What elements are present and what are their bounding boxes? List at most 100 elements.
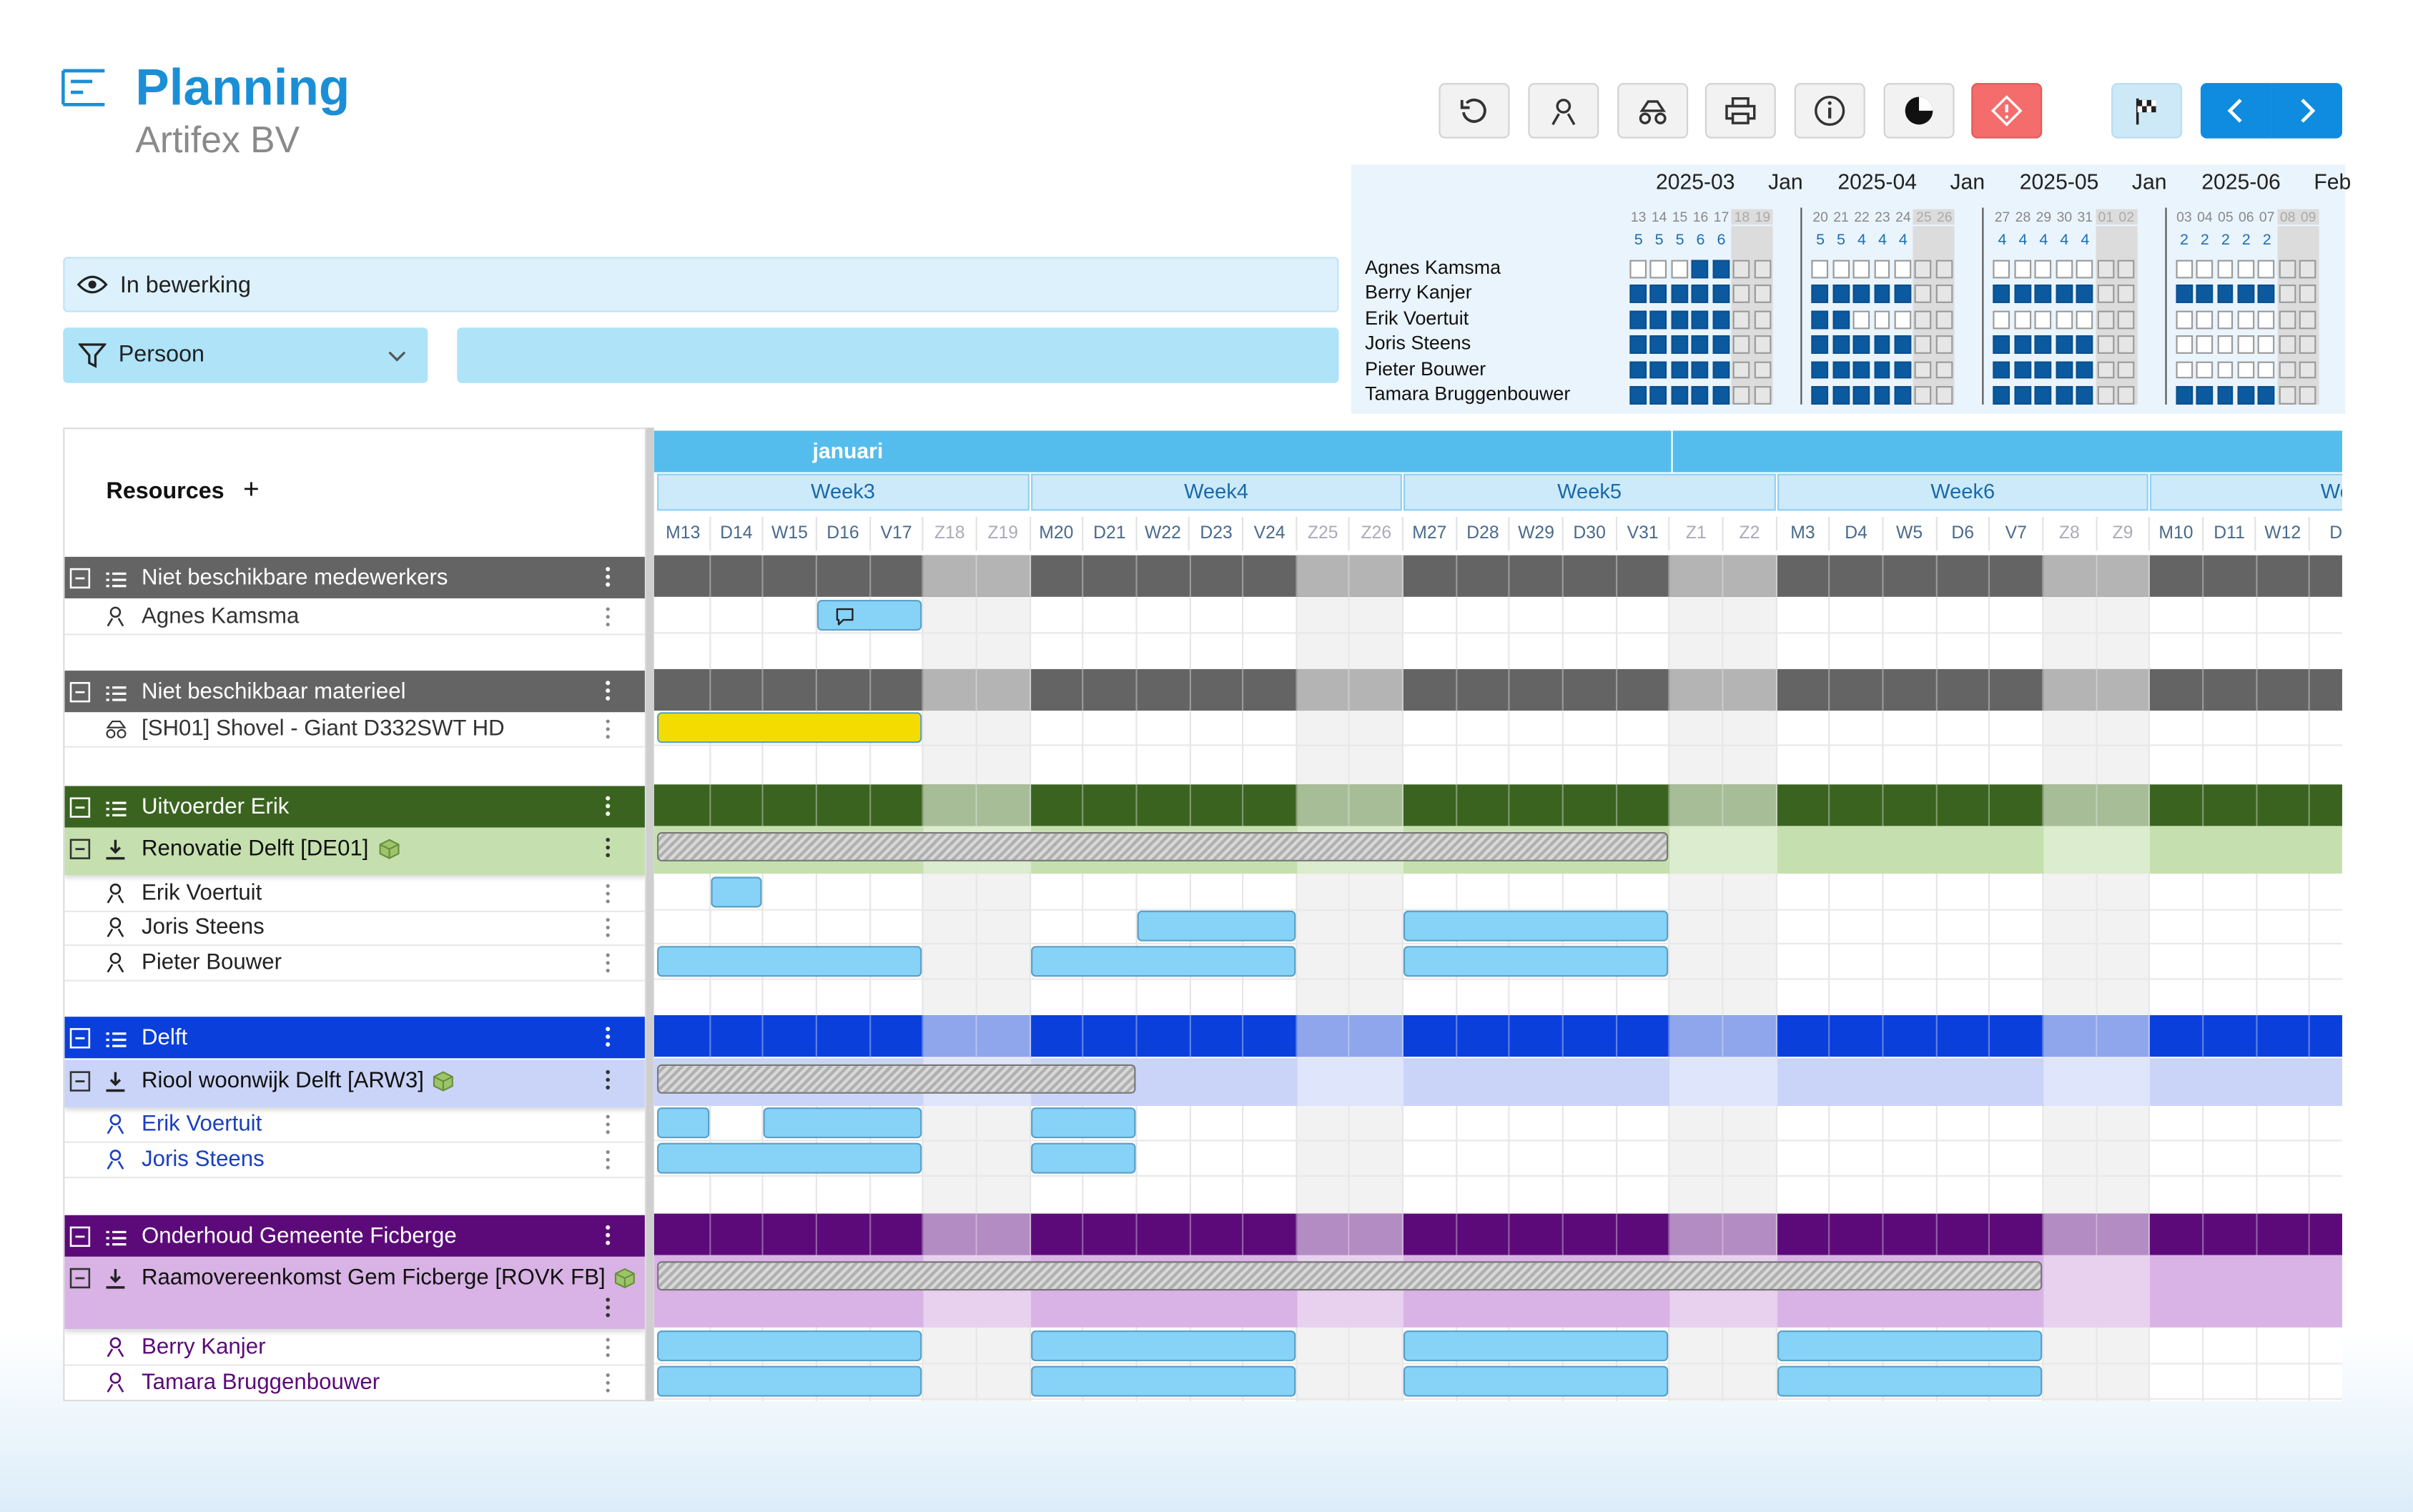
- booking-bar[interactable]: [1777, 1330, 2042, 1362]
- day-header: V7: [1990, 516, 2044, 551]
- row-menu[interactable]: [603, 718, 613, 748]
- row-menu[interactable]: [603, 1149, 613, 1178]
- booking-bar[interactable]: [1403, 910, 1669, 942]
- row-menu[interactable]: [603, 836, 613, 866]
- day-header: V24: [1243, 516, 1298, 551]
- person-icon: [107, 883, 125, 912]
- week-header: Week3: [657, 473, 1029, 511]
- day-label: 25: [1913, 209, 1935, 225]
- row-menu[interactable]: [603, 916, 613, 946]
- row-menu[interactable]: [603, 1372, 613, 1400]
- availability-cell: [2056, 285, 2073, 304]
- group-label: Onderhoud Gemeente Ficberge: [142, 1224, 457, 1250]
- next-button[interactable]: [2271, 83, 2342, 139]
- availability-cell: [2035, 260, 2052, 279]
- availability-cell: [1894, 260, 1912, 279]
- availability-cell: [1935, 360, 1953, 380]
- group-divider: [1028, 1213, 1031, 1255]
- add-resource[interactable]: +: [243, 473, 260, 505]
- booking-bar[interactable]: [1403, 1365, 1669, 1397]
- print-button[interactable]: [1704, 83, 1776, 139]
- resource-label: Berry Kanjer: [142, 1335, 266, 1360]
- availability-cell: [2117, 360, 2135, 380]
- booking-bar[interactable]: [1403, 1330, 1669, 1362]
- row-menu[interactable]: [603, 1026, 613, 1055]
- row-menu[interactable]: [603, 1297, 613, 1326]
- search-input[interactable]: [457, 327, 1339, 383]
- group-row: Onderhoud Gemeente Ficberge: [64, 1215, 645, 1257]
- group-by-dropdown[interactable]: Persoon: [63, 327, 428, 383]
- availability-cell: [2299, 386, 2316, 405]
- row-menu[interactable]: [603, 606, 613, 636]
- row-border: [653, 632, 2342, 634]
- booking-bar[interactable]: [1030, 1142, 1136, 1174]
- finish-button[interactable]: [2111, 83, 2183, 139]
- row-menu[interactable]: [603, 1337, 613, 1366]
- person-button[interactable]: [1528, 83, 1599, 139]
- week-label: 2025-06: [2201, 169, 2281, 194]
- booking-bar[interactable]: [1030, 1365, 1296, 1397]
- project-icon: [104, 839, 126, 868]
- availability-cell: [2216, 335, 2234, 355]
- booking-bar[interactable]: [1777, 1365, 2042, 1397]
- booking-bar[interactable]: [764, 1107, 922, 1139]
- row-menu[interactable]: [603, 883, 613, 912]
- row-menu[interactable]: [603, 1069, 613, 1098]
- day-label: 15: [1672, 209, 1688, 225]
- booking-bar[interactable]: [657, 712, 922, 743]
- row-menu[interactable]: [603, 1114, 613, 1143]
- day-header: D14: [711, 516, 764, 551]
- status-filter[interactable]: In bewerking: [63, 257, 1339, 312]
- row-menu[interactable]: [603, 680, 613, 709]
- availability-cell: [2035, 335, 2052, 355]
- availability-cell: [1733, 285, 1750, 304]
- group-divider: [869, 1213, 871, 1255]
- booking-bar[interactable]: [1030, 946, 1296, 977]
- group-weekend: [1297, 1015, 1351, 1057]
- theme-button[interactable]: [1883, 83, 1955, 139]
- booking-bar[interactable]: [657, 1330, 922, 1362]
- booking-bar[interactable]: [1030, 1107, 1136, 1139]
- availability-cell: [1915, 310, 1933, 329]
- booking-bar[interactable]: [657, 1107, 709, 1139]
- refresh-button[interactable]: [1439, 83, 1510, 139]
- group-divider: [762, 784, 764, 826]
- booking-bar[interactable]: [816, 600, 922, 631]
- group-weekend: [1723, 1213, 1777, 1255]
- row-menu[interactable]: [603, 566, 613, 596]
- row-menu[interactable]: [603, 1225, 613, 1254]
- booking-bar[interactable]: [657, 946, 922, 977]
- availability-cell: [2014, 260, 2031, 279]
- day-label: 22: [1854, 209, 1870, 225]
- machine-button[interactable]: [1617, 83, 1689, 139]
- machine-icon: [104, 718, 127, 748]
- availability-cell: [2117, 310, 2135, 329]
- availability-cell: [2237, 285, 2254, 304]
- group-divider: [815, 1015, 817, 1057]
- group-divider: [1295, 784, 1298, 826]
- group-weekend: [977, 1213, 1031, 1255]
- availability-cell: [1935, 285, 1953, 304]
- group-divider: [1135, 1015, 1138, 1057]
- booking-bar[interactable]: [1030, 1330, 1296, 1362]
- week-header: Week4: [1030, 473, 1403, 511]
- booking-bar[interactable]: [657, 1142, 922, 1174]
- resource-label: Tamara Bruggenbouwer: [142, 1370, 380, 1395]
- group-divider: [1402, 668, 1404, 711]
- booking-bar[interactable]: [710, 876, 763, 908]
- availability-cell: [1650, 335, 1667, 355]
- availability-cell: [1671, 386, 1688, 405]
- group-divider: [1402, 784, 1404, 826]
- booking-bar[interactable]: [1403, 946, 1669, 977]
- row-menu[interactable]: [603, 952, 613, 982]
- info-button[interactable]: [1794, 83, 1865, 139]
- availability-cell: [2258, 285, 2275, 304]
- row-menu[interactable]: [603, 795, 613, 824]
- group-row: Niet beschikbaar materieel: [64, 671, 645, 713]
- availability-cell: [1894, 360, 1912, 380]
- group-row: Uitvoerder Erik: [64, 786, 645, 828]
- booking-bar[interactable]: [1137, 910, 1296, 942]
- alert-button[interactable]: [1971, 83, 2043, 139]
- booking-bar[interactable]: [657, 1365, 922, 1397]
- prev-button[interactable]: [2200, 83, 2271, 139]
